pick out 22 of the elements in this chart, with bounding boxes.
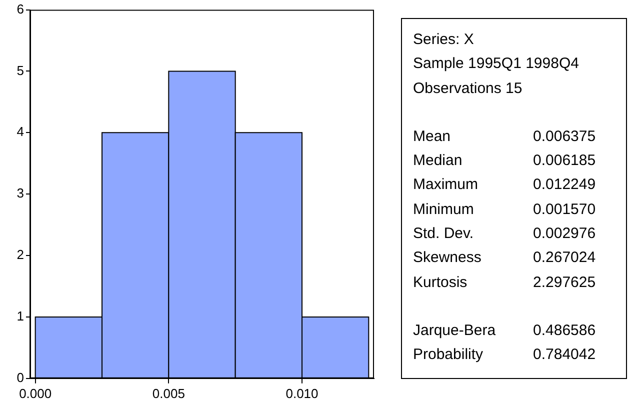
text: Observations 15 xyxy=(413,78,522,99)
text: Minimum 0.001570 xyxy=(413,200,596,218)
y-tick-label: 5 xyxy=(16,62,24,78)
x-tick-label: 0.005 xyxy=(152,386,185,401)
y-tick-label: 1 xyxy=(16,308,24,324)
y-tick-label: 3 xyxy=(16,186,24,201)
text: Median 0.006185 xyxy=(413,152,596,170)
text: Kurtosis 2.297625 xyxy=(413,274,596,291)
y-tick-label: 6 xyxy=(16,1,24,16)
y-tick-label: 2 xyxy=(16,247,24,262)
text: Sample 1995Q1 1998Q4 xyxy=(413,54,579,74)
y-tick-label: 0 xyxy=(16,370,24,385)
x-tick-label: 0.010 xyxy=(286,386,318,401)
x-tick-label: 0.000 xyxy=(19,386,52,401)
y-tick-label: 4 xyxy=(16,124,24,140)
text: Series: X xyxy=(413,30,474,50)
text: Maximum 0.012249 xyxy=(413,176,596,194)
text: Skewness 0.267024 xyxy=(413,249,596,266)
text: Probability 0.784042 xyxy=(413,346,596,364)
text: Jarque-Bera 0.486586 xyxy=(413,322,596,339)
text: Mean 0.006375 xyxy=(413,128,596,145)
text: Std. Dev. 0.002976 xyxy=(413,225,596,242)
